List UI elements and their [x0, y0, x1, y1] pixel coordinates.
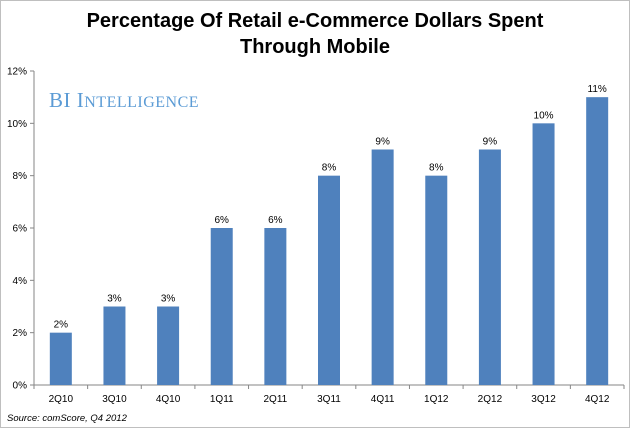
x-tick-label: 4Q11 [371, 394, 395, 405]
x-tick-label: 4Q12 [585, 394, 610, 405]
x-tick-label: 2Q10 [49, 394, 74, 405]
data-label: 2% [54, 320, 69, 331]
x-tick-label: 3Q12 [531, 394, 556, 405]
x-tick-label: 1Q11 [210, 394, 234, 405]
bar-3Q11 [318, 175, 340, 385]
x-tick-label: 4Q10 [156, 394, 181, 405]
x-tick-label: 2Q12 [478, 394, 503, 405]
bar-1Q12 [425, 175, 448, 385]
bar-3Q12 [532, 123, 555, 385]
data-label: 6% [215, 215, 230, 226]
bar-4Q10 [157, 306, 180, 385]
bar-4Q12 [586, 97, 609, 386]
y-tick-label: 10% [7, 119, 27, 130]
data-label: 11% [588, 84, 607, 95]
data-label: 6% [268, 215, 283, 226]
data-label: 8% [429, 163, 444, 174]
bar-2Q10 [49, 332, 72, 385]
x-tick-label: 3Q11 [317, 394, 341, 405]
y-tick-label: 8% [13, 171, 28, 182]
bar-3Q10 [103, 306, 126, 385]
y-tick-label: 12% [7, 67, 27, 78]
y-tick-label: 6% [13, 224, 28, 235]
bar-4Q11 [371, 149, 394, 385]
data-label: 8% [322, 163, 337, 174]
bar-2Q12 [478, 149, 501, 385]
bar-1Q11 [210, 228, 233, 385]
chart-title-line-2: Through Mobile [240, 36, 390, 58]
data-label: 9% [375, 137, 390, 148]
y-tick-label: 4% [13, 276, 28, 287]
data-label: 10% [534, 110, 554, 121]
x-tick-label: 2Q11 [263, 394, 287, 405]
chart-title: Percentage Of Retail e-Commerce Dollars … [0, 8, 630, 60]
chart-title-line-1: Percentage Of Retail e-Commerce Dollars … [86, 10, 544, 32]
source-note: Source: comScore, Q4 2012 [7, 413, 127, 424]
data-label: 3% [107, 294, 122, 305]
bar-2Q11 [264, 228, 287, 385]
x-tick-label: 3Q10 [102, 394, 127, 405]
data-label: 9% [483, 137, 498, 148]
bi-intelligence-logo: BI INTELLIGENCE [49, 88, 200, 112]
x-tick-label: 1Q12 [424, 394, 449, 405]
data-label: 3% [161, 294, 176, 305]
y-tick-label: 0% [13, 381, 28, 392]
y-tick-label: 2% [13, 328, 28, 339]
